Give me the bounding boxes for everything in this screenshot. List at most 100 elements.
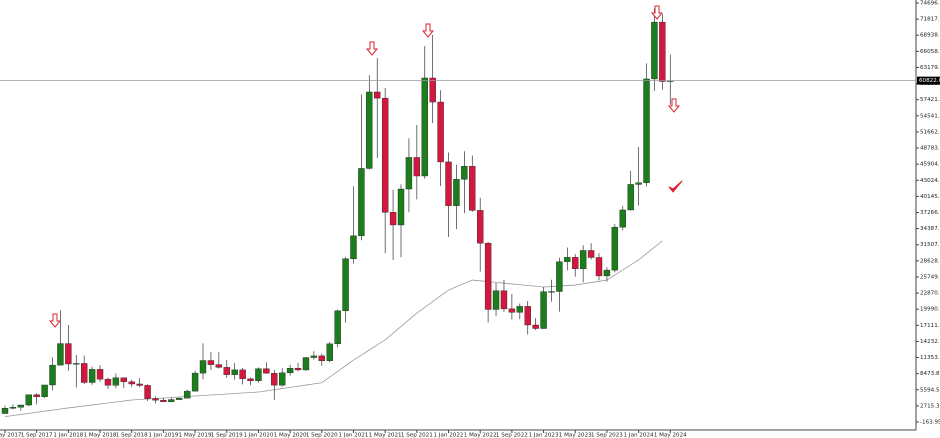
down-arrow <box>650 5 664 20</box>
annotations <box>48 5 683 328</box>
candle-body <box>199 360 207 374</box>
x-tick-label: 1 Sep 2021 <box>401 433 433 438</box>
candle-body <box>49 364 56 386</box>
x-tick-label: 1 Jan 2023 <box>529 433 559 438</box>
candle-body <box>263 368 270 374</box>
x-tick-label: 1 May 2023 <box>559 433 592 438</box>
candle-body <box>160 399 167 402</box>
candle-body <box>595 257 603 277</box>
x-tick-label: 1 May 2021 <box>369 433 402 438</box>
candle-body <box>223 367 230 375</box>
candle-body <box>96 369 104 380</box>
down-arrow <box>365 41 379 56</box>
candle-body <box>112 377 120 386</box>
y-tick-label: 34387.05 <box>920 226 940 232</box>
y-tick-label: 14232.30 <box>920 339 940 345</box>
candle-body <box>516 306 523 313</box>
candle-body <box>366 91 373 169</box>
candle-body <box>136 383 143 386</box>
y-tick-label: 74696.55 <box>920 0 940 6</box>
x-tick-label: 1 Jan 2022 <box>434 433 464 438</box>
candle-body <box>445 161 452 206</box>
plot-area <box>1 8 674 418</box>
candle-body <box>144 385 151 399</box>
candle-body <box>397 188 405 226</box>
y-tick-label: 48783.30 <box>920 146 940 152</box>
y-tick-label: 51662.55 <box>920 129 940 135</box>
candle-body <box>477 210 484 244</box>
x-tick-label: 1 May 2018 <box>84 433 117 438</box>
candle-body <box>381 97 389 213</box>
candle-body <box>25 394 32 406</box>
candle-body <box>484 242 492 310</box>
y-tick-label: 11353.05 <box>920 355 940 361</box>
check-mark <box>668 180 683 193</box>
candle-body <box>556 261 563 292</box>
candle-body <box>413 157 421 177</box>
candle-body <box>247 378 254 381</box>
candle-body <box>57 343 64 366</box>
x-tick-label: 1 Sep 2018 <box>116 433 148 438</box>
candle-body <box>310 355 318 358</box>
candle-body <box>389 212 397 226</box>
candle-body <box>587 250 595 258</box>
y-tick-label: 71817.30 <box>920 17 940 23</box>
candle-body <box>255 368 262 381</box>
y-tick-label: 8473.80 <box>920 371 940 377</box>
candle-body <box>120 377 128 382</box>
x-tick-label: 1 May 2020 <box>274 433 307 438</box>
candle-body <box>231 369 238 375</box>
candle-body <box>271 373 278 386</box>
x-tick-label: 1 May 2017 <box>0 433 22 438</box>
candle-body <box>152 398 159 401</box>
y-tick-label: 17111.55 <box>920 323 940 329</box>
candle-body <box>627 184 634 211</box>
x-tick-label: 1 Jan 2024 <box>624 433 654 438</box>
candle-body <box>80 363 88 383</box>
candle-body <box>437 101 444 163</box>
candle-body <box>279 372 286 386</box>
candle-body <box>421 77 428 177</box>
candle-body <box>374 91 381 99</box>
candle-body <box>659 21 666 82</box>
candle-body <box>183 390 191 399</box>
current-price-label: 60822.03 <box>919 78 940 84</box>
candle-body <box>405 157 413 190</box>
candle-body <box>215 364 223 368</box>
candle-body <box>326 343 333 361</box>
y-tick-label: 22870.05 <box>920 291 940 297</box>
candle-body <box>461 166 468 180</box>
x-tick-label: 1 Jan 2019 <box>148 433 178 438</box>
down-arrow <box>667 98 681 113</box>
candle-body <box>73 363 80 365</box>
y-tick-label: 45904.05 <box>920 162 940 168</box>
candle-body <box>9 407 17 409</box>
candle-body <box>524 306 531 326</box>
y-tick-label: 37266.30 <box>920 210 940 216</box>
current-price-box <box>917 76 940 85</box>
candle-body <box>469 166 476 211</box>
candle-body <box>239 369 246 380</box>
candle-body <box>318 355 325 361</box>
x-tick-label: 1 Sep 2022 <box>496 433 528 438</box>
x-tick-label: 1 Sep 2017 <box>21 433 53 438</box>
candle-body <box>286 367 294 374</box>
candle-body <box>176 397 183 400</box>
candle-body <box>651 21 658 80</box>
y-tick-label: 63179.55 <box>920 65 940 71</box>
candle-body <box>429 77 436 103</box>
candle-body <box>168 399 175 402</box>
candle-body <box>104 378 112 386</box>
candle-body <box>492 290 500 310</box>
candle-body <box>191 372 199 392</box>
y-tick-label: -163.95 <box>920 420 940 426</box>
candle-body <box>33 394 40 397</box>
y-tick-label: 28628.55 <box>920 258 940 264</box>
candle-body <box>548 291 555 293</box>
candle-body <box>302 357 310 371</box>
y-tick-label: 54541.80 <box>920 113 940 119</box>
candle-body <box>88 369 96 383</box>
x-tick-label: 1 May 2019 <box>179 433 212 438</box>
candle-body <box>619 209 626 228</box>
